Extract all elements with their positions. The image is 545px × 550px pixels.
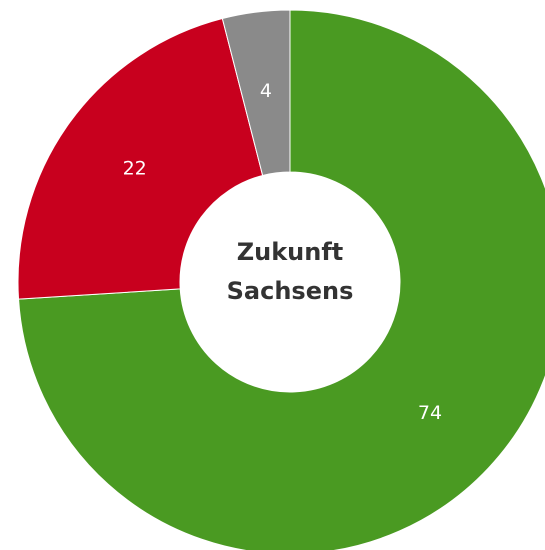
chart-title: Zukunft [237,238,344,266]
data-label: 74 [418,402,442,424]
donut-slice [18,9,545,550]
donut-slice [17,17,264,300]
data-label: 4 [260,80,272,102]
donut-slice [221,9,291,177]
data-label: 22 [123,158,147,180]
chart-title: Sachsens [227,277,354,305]
